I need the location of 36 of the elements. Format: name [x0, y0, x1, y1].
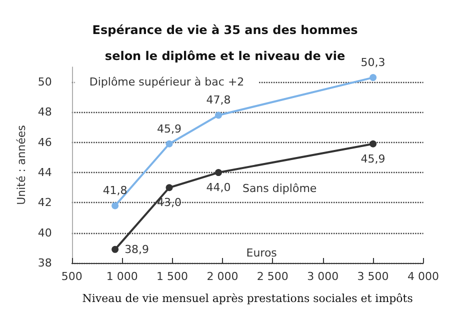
data-label: 38,9 — [124, 242, 150, 256]
series-label: Sans diplôme — [242, 182, 317, 196]
point — [370, 140, 377, 148]
y-tick-label: 38 — [38, 256, 52, 270]
chart-title: Espérance de vie à 35 ans des hommes selon le diplôme et le niveau de vie — [92, 23, 358, 63]
x-tick-label: 2 000 — [206, 270, 238, 283]
y-tick-label: 48 — [38, 106, 52, 119]
data-label: 47,8 — [206, 94, 231, 107]
y-tick-label: 40 — [38, 226, 52, 240]
point — [166, 140, 173, 148]
point — [112, 202, 119, 210]
data-label: 44,0 — [206, 181, 231, 194]
y-axis-title: Unité : années — [15, 124, 28, 205]
x-tick-label: 3 500 — [357, 270, 389, 283]
point — [214, 169, 222, 176]
data-label: 45,9 — [157, 122, 182, 136]
x-tick-label: 1 500 — [156, 270, 188, 283]
series-label: Diplôme supérieur à bac +2 — [89, 76, 244, 89]
y-tick-label: 46 — [38, 136, 52, 149]
point — [166, 184, 173, 192]
x-tick-label: 2 500 — [256, 270, 288, 283]
annotation: Euros — [246, 246, 278, 260]
x-tick-label: 500 — [61, 270, 82, 283]
x-tick-label: 3 000 — [307, 270, 339, 283]
point — [112, 246, 119, 253]
x-axis-title: Niveau de vie mensuel après prestations sociales et impôts — [82, 292, 414, 305]
point — [370, 74, 377, 82]
point — [214, 112, 222, 119]
x-tick-label: 4 000 — [408, 270, 440, 283]
y-tick-label: 50 — [38, 76, 52, 89]
data-label: 45,9 — [360, 152, 386, 166]
y-tick-label: 42 — [38, 196, 52, 210]
data-label: 41,8 — [102, 184, 128, 198]
data-label: 50,3 — [360, 56, 386, 70]
y-tick-label: 44 — [38, 166, 52, 180]
x-tick-label: 1 000 — [106, 270, 138, 283]
